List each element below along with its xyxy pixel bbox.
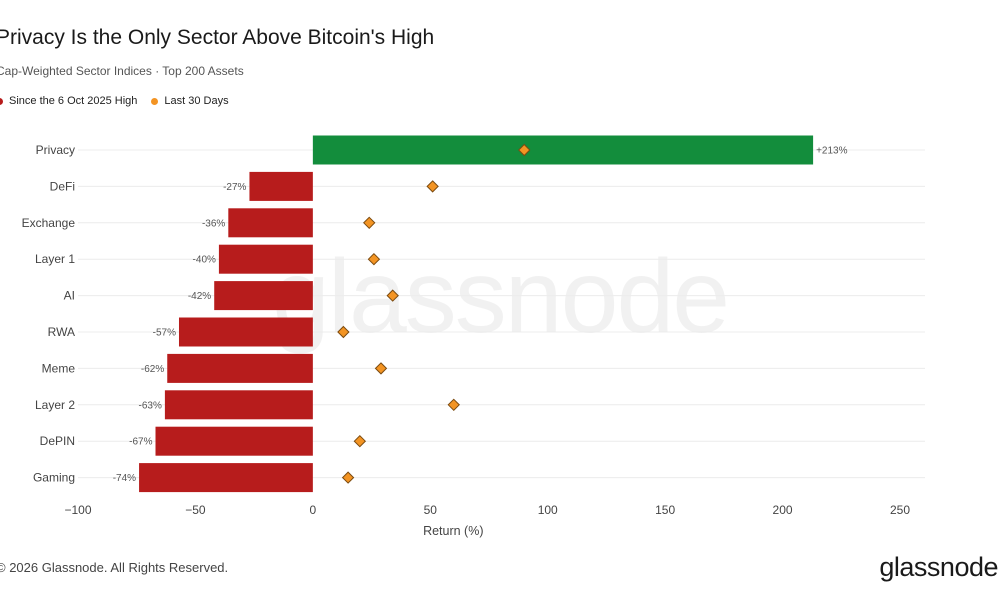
category-label: RWA [48, 325, 75, 339]
data-label: -63% [139, 400, 162, 411]
category-label: Meme [42, 361, 76, 375]
data-label: -57% [153, 328, 176, 339]
data-label: -40% [193, 255, 216, 266]
data-label: -36% [202, 218, 225, 229]
legend-item-last-30-days: Last 30 Days [151, 95, 229, 107]
marker-last-30-days [353, 434, 367, 448]
data-label: -62% [141, 364, 164, 375]
bar-defi [249, 171, 313, 201]
category-label: Layer 2 [35, 398, 75, 412]
legend-swatch-red [0, 97, 3, 105]
brand-logo: glassnode [879, 552, 998, 582]
marker-last-30-days [337, 325, 350, 339]
legend-swatch-orange [151, 97, 159, 105]
x-tick-label: 250 [890, 503, 910, 517]
data-label: -67% [129, 437, 152, 448]
marker-last-30-days [386, 289, 399, 302]
marker-last-30-days [363, 216, 376, 230]
x-tick-label: 100 [538, 503, 558, 517]
chart-subtitle: Cap-Weighted Sector Indices · Top 200 As… [0, 64, 244, 78]
marker-last-30-days [367, 252, 381, 266]
x-tick-label: 200 [773, 503, 793, 517]
bar-privacy [312, 135, 814, 165]
bar-depin [155, 426, 313, 456]
chart-title: Privacy Is the Only Sector Above Bitcoin… [0, 26, 435, 49]
x-axis-label: Return (%) [423, 524, 483, 538]
marker-last-30-days [426, 180, 439, 193]
category-label: DePIN [40, 434, 75, 448]
x-tick-label: −50 [185, 503, 206, 517]
legend-item-since-high: Since the 6 Oct 2025 High [0, 95, 137, 107]
data-label: -74% [113, 473, 136, 484]
data-label: -42% [188, 291, 211, 302]
category-label: Exchange [22, 216, 76, 230]
legend-label-since-high: Since the 6 Oct 2025 High [9, 95, 138, 107]
category-label: DeFi [50, 179, 75, 193]
bar-meme [167, 353, 313, 383]
bar-exchange [228, 208, 313, 238]
bar-ai [214, 281, 313, 311]
x-tick-label: 0 [310, 503, 317, 517]
legend-label-last-30-days: Last 30 Days [164, 95, 229, 107]
marker-last-30-days [447, 398, 460, 412]
bar-rwa [178, 317, 313, 347]
category-label: Privacy [36, 143, 75, 157]
bar-layer-1 [218, 244, 313, 274]
data-label: +213% [816, 146, 848, 157]
data-label: -27% [223, 182, 246, 193]
marker-last-30-days [374, 362, 388, 375]
x-tick-label: 50 [424, 503, 438, 517]
legend: Since the 6 Oct 2025 High Last 30 Days [0, 95, 243, 107]
x-tick-label: 150 [655, 503, 675, 517]
category-label: Gaming [33, 471, 75, 485]
category-label: AI [64, 289, 75, 303]
x-tick-label: −100 [64, 503, 91, 517]
bar-gaming [139, 463, 313, 493]
marker-last-30-days [518, 143, 531, 157]
marker-last-30-days [341, 471, 355, 484]
bar-layer-2 [164, 390, 313, 420]
copyright-text: © 2026 Glassnode. All Rights Reserved. [0, 560, 229, 575]
category-label: Layer 1 [35, 252, 75, 266]
